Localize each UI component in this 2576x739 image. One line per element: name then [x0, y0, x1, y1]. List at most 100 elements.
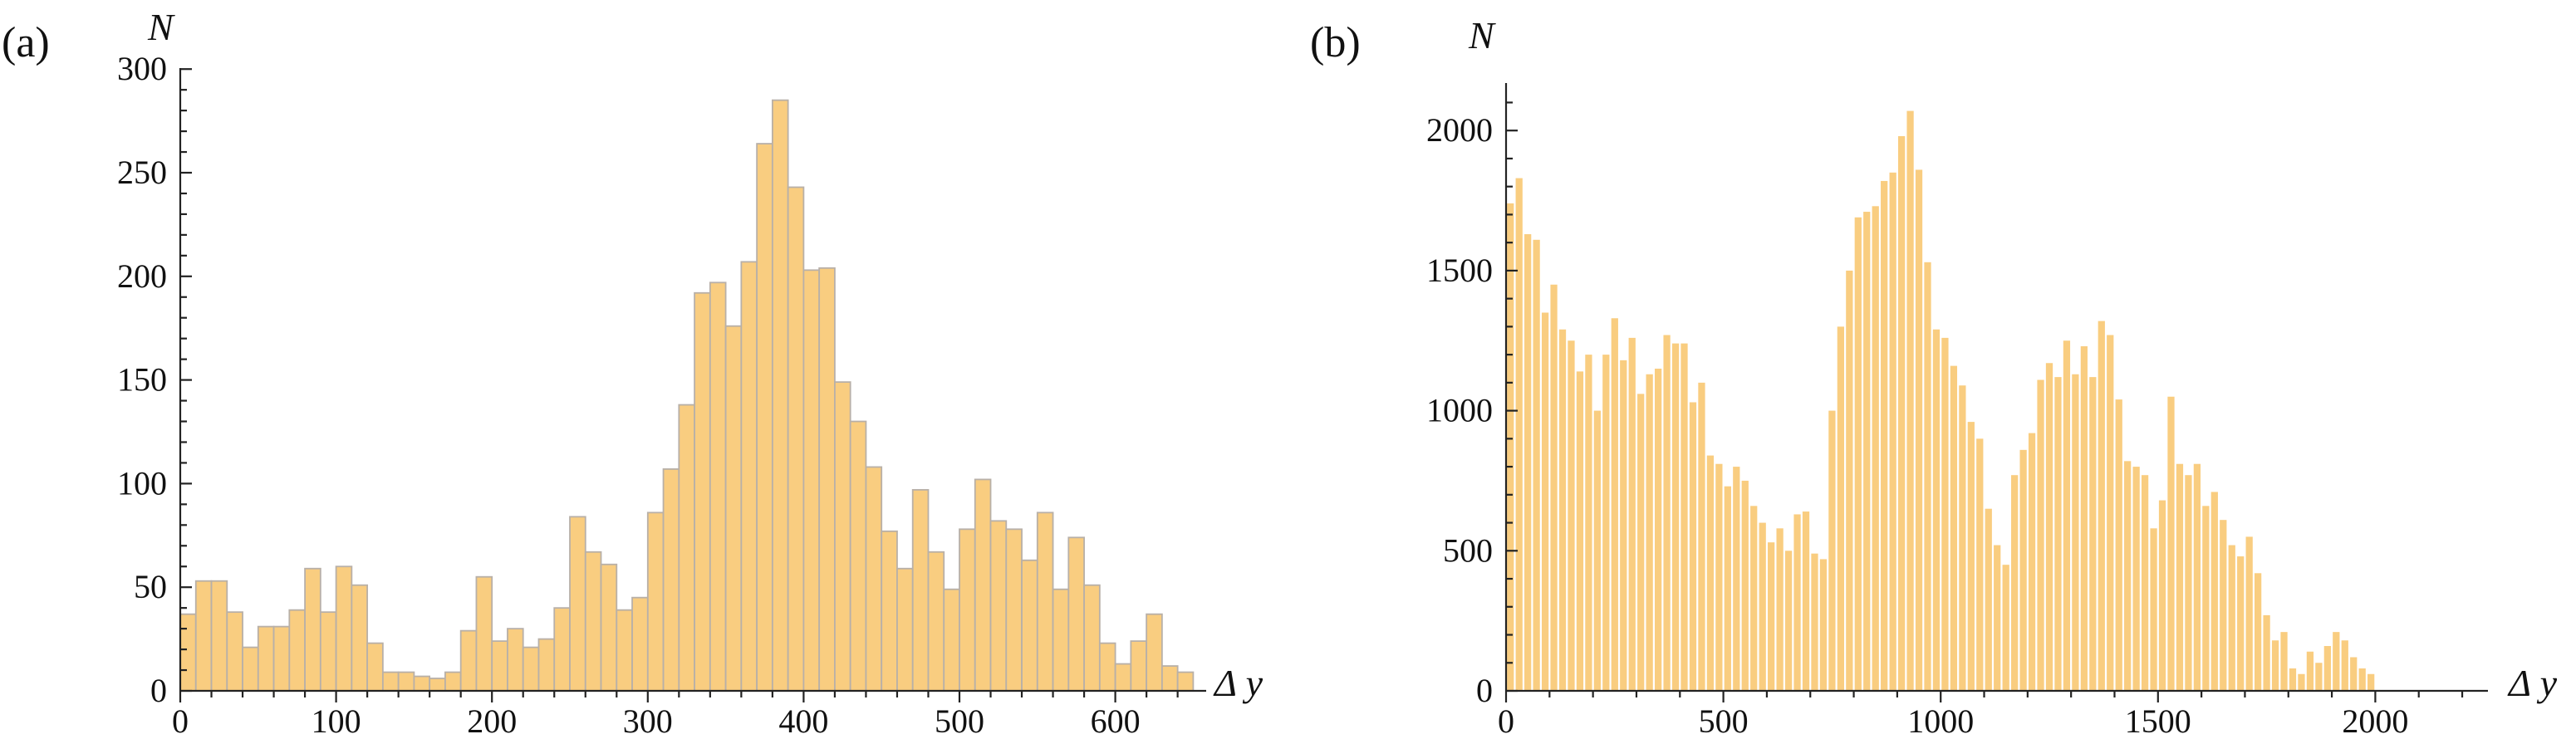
panel-b-bar [1759, 522, 1766, 691]
panel-b-bar [2002, 565, 2009, 691]
panel-b-x-tick-label: 2000 [2342, 702, 2408, 739]
panel-b-bar [2202, 506, 2210, 691]
panel-b-bar [1724, 486, 1731, 691]
panel-b-bar [1967, 422, 1975, 691]
panel-b-bar [1706, 455, 1715, 691]
panel-b-bar [2298, 673, 2305, 691]
panel-b-bar [1768, 542, 1775, 691]
panel-a-x-tick-label: 300 [623, 702, 673, 739]
panel-b-bar [1776, 528, 1784, 691]
panel-a-bar [881, 530, 898, 692]
panel-a-bar [351, 584, 369, 692]
panel-b-bar [1802, 511, 1810, 691]
panel-a-bar [1052, 588, 1070, 692]
panel-a-bar [1083, 584, 1101, 692]
panel-b-bar [1671, 343, 1680, 691]
panel-a-y-tick-label: 150 [117, 361, 167, 399]
panel-b-bar [2124, 461, 2132, 691]
panel-a-bar [1067, 536, 1085, 692]
panel-a-bar [397, 671, 415, 692]
panel-b-bar [1593, 410, 1601, 691]
panel-b-bar [2289, 668, 2297, 691]
panel-b-bar [2315, 663, 2323, 691]
panel-a-bar [553, 607, 571, 692]
panel-b-bar [2350, 657, 2358, 691]
panel-a-bar [802, 269, 821, 692]
panel-a-bar [600, 563, 618, 692]
panel-b-bar [1889, 172, 1896, 691]
panel-b-bar [2167, 396, 2175, 691]
panel-b-bar [2045, 363, 2053, 691]
panel-b-x-tick-label: 1500 [2125, 702, 2191, 739]
panel-a-bar [1160, 665, 1179, 692]
panel-b-bar [1750, 506, 1758, 691]
panel-a-bar [974, 478, 992, 692]
panel-b-bar [1576, 371, 1584, 691]
panel-b-bar [1558, 329, 1567, 691]
panel-a-bar [475, 575, 493, 692]
panel-b-bars [1507, 110, 2375, 692]
panel-b-bar [1976, 438, 1984, 691]
panel-b-bar [1620, 360, 1627, 691]
panel-b-bar [1663, 335, 1671, 691]
panel-b-bar [2176, 463, 2184, 691]
panel-b-bar [2280, 632, 2288, 691]
panel-b-bar [1568, 340, 1575, 691]
panel-b-y-tick-label: 1000 [1426, 392, 1493, 429]
panel-b-bar [1741, 480, 1749, 691]
panel-b-bar [2115, 399, 2122, 691]
panel-b-bar [1733, 467, 1740, 691]
panel-a-bar [381, 671, 400, 692]
panel-b-bar [2037, 379, 2044, 691]
panel-b-bar [2306, 651, 2314, 691]
panel-b-bar [1507, 203, 1514, 692]
panel-a-bar [989, 520, 1008, 692]
panel-b-bar [2089, 377, 2097, 691]
panel-b-bar [1959, 385, 1966, 691]
panel-b-bar [1985, 508, 1992, 691]
panel-b-bar [2255, 573, 2262, 691]
panel-b-bar [1654, 368, 1662, 691]
panel-a-bar [429, 678, 446, 692]
panel-b-bar [2220, 520, 2227, 691]
panel-b-bar [1819, 559, 1828, 691]
panel-b-bar [1637, 394, 1645, 691]
panel-b-bar [2054, 377, 2062, 691]
panel-a-bar [678, 404, 695, 692]
panel-a-bar [849, 420, 867, 692]
panel-b-bar [2011, 475, 2019, 691]
panel-b-axes: 0 500 1000 1500 2000 0 500 1000 1500 2000 [1426, 83, 2488, 739]
panel-a-bar [740, 261, 758, 692]
panel-b-bar [2358, 668, 2366, 691]
panel-b-bar [1915, 169, 1923, 691]
panel-a-bar [787, 186, 805, 692]
panel-a-bar [288, 609, 306, 692]
panel-b-bar [1602, 355, 1610, 691]
panel-b-bar [1585, 355, 1592, 691]
panel-b-bar [2132, 467, 2140, 691]
panel-b-bar [2210, 492, 2218, 691]
panel-a-bar [724, 325, 743, 692]
panel-a-bar [413, 675, 431, 692]
panel-b-bar [1872, 206, 1879, 692]
panel-a-bar [537, 638, 556, 692]
panel-a-x-tick-label: 500 [935, 702, 984, 739]
panel-a-bar [1130, 640, 1148, 692]
panel-a-bar [491, 640, 508, 692]
panel-b-bar [2098, 321, 2105, 691]
panel-b-bar [2341, 640, 2348, 691]
panel-b-y-tick-label: 1500 [1426, 252, 1493, 289]
panel-a-bar [444, 671, 462, 692]
panel-b-bar [2107, 335, 2114, 691]
panel-a-bar [1036, 511, 1054, 692]
panel-b-bar [1533, 239, 1540, 691]
panel-b-bar [1793, 514, 1801, 691]
panel-a-y-axis-label: N [147, 6, 175, 48]
panel-b-bar [1784, 551, 1793, 691]
panel-a-bar [662, 468, 680, 692]
panel-b-y-axis-label: N [1468, 14, 1496, 56]
panel-a-bar [1176, 671, 1195, 692]
panel-a-bar [834, 381, 851, 692]
panel-a-x-tick-label: 600 [1091, 702, 1141, 739]
panel-a-bar [1021, 559, 1038, 692]
